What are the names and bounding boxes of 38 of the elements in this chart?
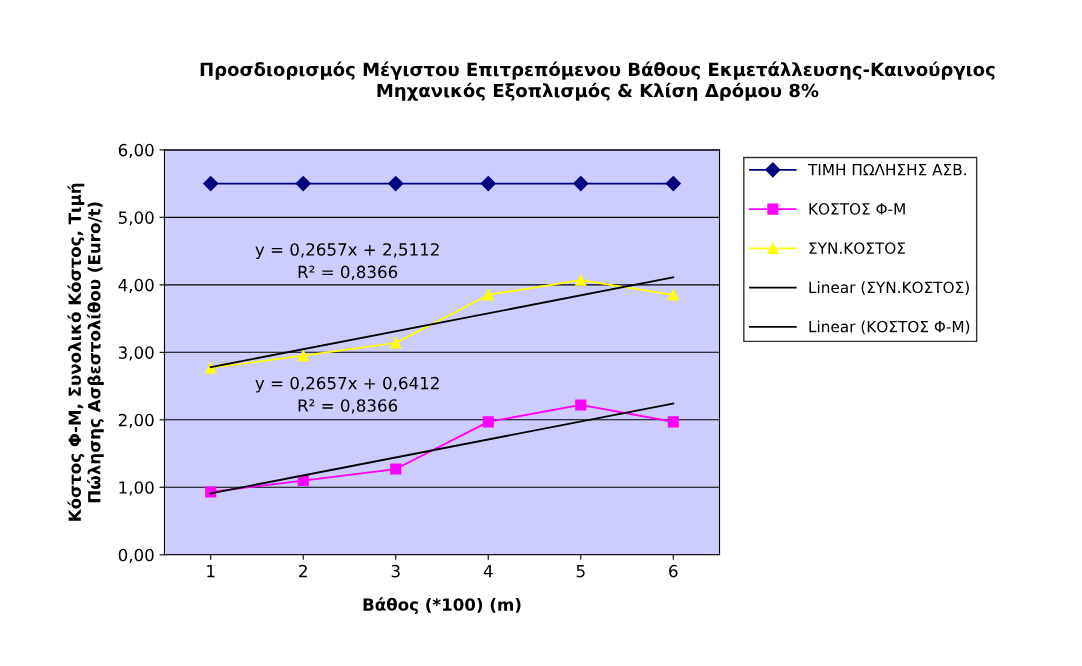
legend-label: ΣΥΝ.ΚΟΣΤΟΣ — [809, 242, 905, 254]
point — [482, 416, 494, 428]
point — [297, 350, 309, 362]
point — [575, 399, 587, 411]
point — [480, 176, 496, 192]
point — [665, 176, 681, 192]
legend-label: Linear (ΣΥΝ.ΚΟΣΤΟΣ) — [809, 281, 969, 295]
point — [295, 176, 311, 192]
legend-label: Linear (ΚΟΣΤΟΣ Φ-Μ) — [809, 320, 970, 335]
y-tick-label: 3,00 — [118, 346, 154, 361]
x-tick-label: 6 — [669, 564, 678, 578]
legend-label: ΤΙΜΗ ΠΩΛΗΣΗΣ ΑΣΒ. — [807, 163, 966, 176]
x-tick-label: 3 — [391, 564, 400, 578]
y-tick-label: 5,00 — [118, 211, 154, 226]
annotation: y = 0,2657x + 2,5112 R² = 0,8366 — [255, 243, 439, 280]
point — [667, 289, 679, 301]
annotation: y = 0,2657x + 0,6412 R² = 0,8366 — [255, 376, 439, 414]
x-tick-label: 2 — [299, 564, 307, 578]
y-tick-label: 0,00 — [118, 548, 154, 564]
y-axis-title: Κόστος Φ-Μ, Συνολικό Κόστος, Τιμή Πώλησης Ασβεστολίθου (Euro/t) — [67, 183, 104, 521]
x-tick-label: 1 — [207, 565, 215, 578]
y-tick-label: 1,00 — [119, 481, 154, 496]
point — [575, 274, 587, 286]
point — [203, 176, 219, 192]
point — [388, 176, 404, 192]
chart-title: Προσδιορισμός Μέγιστου Επιτρεπόμενου Βάθους Εκμετάλλευσης-Καινούργιος Μηχανικός Εξοπλισμός & Κλίση Δρόμου 8% — [200, 61, 995, 101]
y-tick-label: 2,00 — [118, 413, 154, 429]
point — [482, 289, 494, 301]
y-tick-label: 4,00 — [118, 278, 154, 294]
legend-label: ΚΟΣΤΟΣ Φ-Μ — [809, 203, 905, 215]
point — [390, 337, 402, 349]
point — [573, 176, 589, 192]
x-tick-label: 4 — [483, 565, 493, 578]
point — [667, 416, 679, 428]
point — [390, 463, 402, 475]
x-tick-label: 5 — [576, 565, 585, 578]
x-axis-title: Βάθος (*100) (m) — [363, 597, 521, 615]
y-tick-label: 6,00 — [118, 143, 154, 159]
